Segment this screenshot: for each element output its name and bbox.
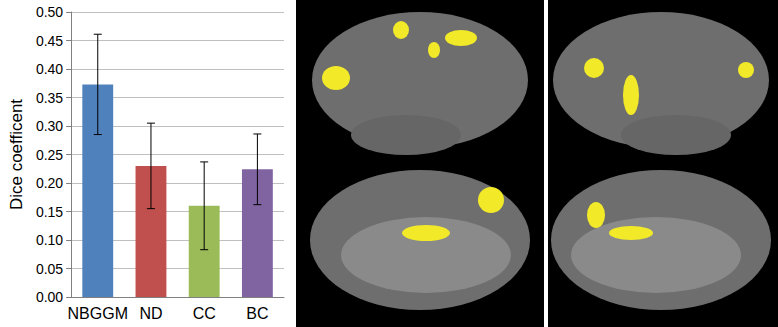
svg-text:0.00: 0.00: [36, 289, 63, 305]
svg-text:0.40: 0.40: [36, 61, 63, 77]
svg-text:0.45: 0.45: [36, 33, 63, 49]
svg-text:Dice coefficent: Dice coefficent: [7, 99, 26, 210]
svg-text:0.05: 0.05: [36, 261, 63, 277]
svg-text:0.50: 0.50: [36, 4, 63, 20]
svg-text:0.35: 0.35: [36, 90, 63, 106]
svg-text:0.10: 0.10: [36, 232, 63, 248]
svg-text:ND: ND: [139, 305, 162, 322]
svg-text:0.30: 0.30: [36, 118, 63, 134]
svg-text:NBGGM: NBGGM: [68, 305, 128, 322]
svg-text:0.20: 0.20: [36, 175, 63, 191]
svg-text:CC: CC: [193, 305, 216, 322]
svg-text:BC: BC: [246, 305, 268, 322]
svg-text:0.15: 0.15: [36, 204, 63, 220]
svg-text:0.25: 0.25: [36, 147, 63, 163]
